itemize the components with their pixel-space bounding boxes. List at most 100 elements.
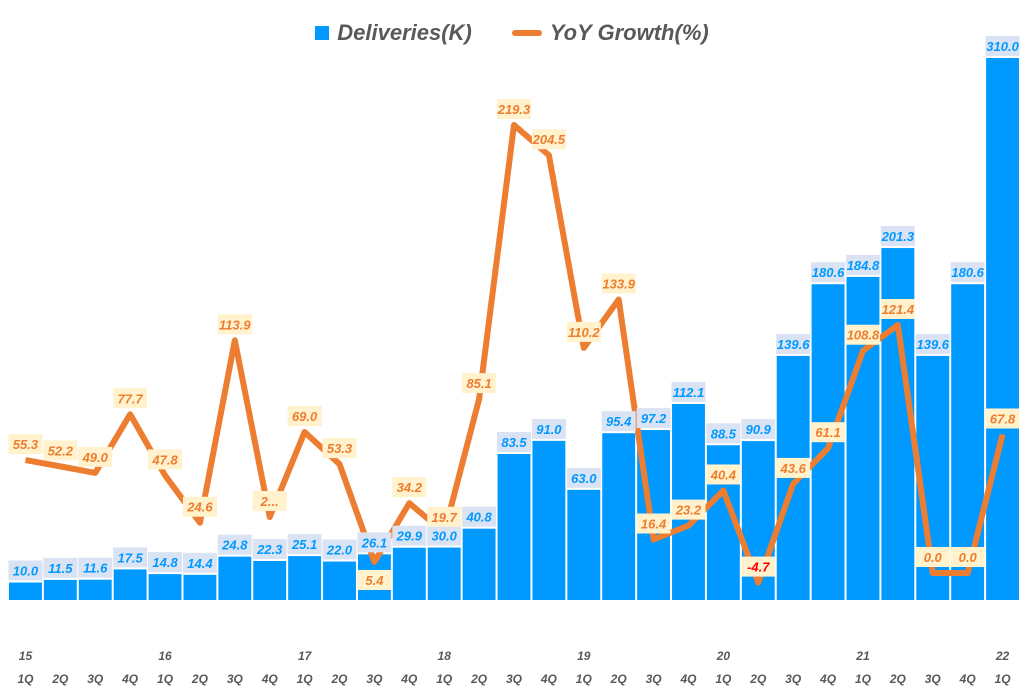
bar-label: 139.6 xyxy=(777,337,810,352)
bar-label: 11.6 xyxy=(83,561,108,576)
legend-bar-swatch xyxy=(315,26,330,40)
growth-label: 19.7 xyxy=(432,510,458,525)
bar-label: 310.0 xyxy=(986,39,1019,54)
bar-label-bg xyxy=(776,333,811,354)
x-tick-label: 2Q xyxy=(889,672,907,686)
growth-label: 69.0 xyxy=(292,409,318,424)
growth-label: 61.1 xyxy=(815,425,840,440)
growth-label: -4.7 xyxy=(747,560,770,575)
legend: Deliveries(K) YoY Growth(%) xyxy=(0,20,1024,46)
bar-label-bg xyxy=(915,333,950,354)
growth-label: 55.3 xyxy=(13,437,39,452)
x-year-label: 15 xyxy=(19,649,33,663)
bar-label-bg xyxy=(601,411,636,432)
bar-label: 180.6 xyxy=(812,265,845,280)
growth-label: 0.0 xyxy=(959,550,978,565)
growth-label-bg xyxy=(811,422,846,443)
bar-label-bg xyxy=(845,254,880,275)
x-tick-label: 3Q xyxy=(506,672,523,686)
bar-label-bg xyxy=(78,557,113,578)
growth-label: 0.0 xyxy=(924,550,943,565)
bar-label-bg xyxy=(566,467,601,488)
bar-label-bg xyxy=(43,557,78,578)
bar-label: 180.6 xyxy=(951,265,984,280)
x-tick-label: 1Q xyxy=(436,672,453,686)
bar-label: 14.4 xyxy=(187,556,213,571)
bar xyxy=(113,569,147,600)
growth-label-bg xyxy=(113,388,148,409)
bar-label-bg xyxy=(217,534,252,555)
bar-label-bg xyxy=(811,262,846,283)
bar-label-bg xyxy=(322,539,357,560)
growth-label-bg xyxy=(182,496,217,517)
bar-label-bg xyxy=(148,552,183,573)
x-tick-label: 2Q xyxy=(191,672,209,686)
growth-label: 85.1 xyxy=(466,376,491,391)
x-tick-label: 4Q xyxy=(679,672,697,686)
growth-label: 219.3 xyxy=(497,102,531,117)
legend-growth: YoY Growth(%) xyxy=(511,20,709,46)
x-tick-label: 2Q xyxy=(749,672,767,686)
bar-label: 22.0 xyxy=(326,543,353,558)
bar xyxy=(462,528,496,600)
legend-growth-label: YoY Growth(%) xyxy=(549,20,709,45)
growth-label-bg xyxy=(322,438,357,459)
bar xyxy=(253,561,287,600)
bar xyxy=(9,582,42,600)
growth-label: 67.8 xyxy=(990,411,1016,426)
bar xyxy=(427,547,461,600)
bar-label-bg xyxy=(741,419,776,440)
growth-label-bg xyxy=(671,499,706,520)
x-year-label: 19 xyxy=(577,649,591,663)
x-tick-label: 2Q xyxy=(610,672,628,686)
bar-label-bg xyxy=(252,539,287,560)
growth-label: 108.8 xyxy=(847,328,880,343)
bar xyxy=(602,433,636,600)
bar-label-bg xyxy=(182,552,217,573)
growth-label: 113.9 xyxy=(219,317,251,332)
bar-label-bg xyxy=(8,560,43,581)
growth-label-bg xyxy=(497,99,531,119)
bar-label: 26.1 xyxy=(361,535,387,550)
bar-label-bg xyxy=(287,534,322,555)
bar-label-bg xyxy=(427,525,462,546)
bar-label: 10.0 xyxy=(13,564,39,579)
bar xyxy=(288,556,322,600)
bar-label: 40.8 xyxy=(465,510,492,525)
growth-label: 110.2 xyxy=(568,325,600,340)
bar-label: 91.0 xyxy=(536,422,562,437)
x-tick-label: 4Q xyxy=(959,672,977,686)
x-year-label: 17 xyxy=(298,649,313,663)
growth-label-bg xyxy=(217,314,252,335)
bar-label: 29.9 xyxy=(396,529,423,544)
growth-label: 49.0 xyxy=(82,450,109,465)
x-tick-label: 1Q xyxy=(715,672,732,686)
growth-label: 5.4 xyxy=(365,573,384,588)
growth-label-bg xyxy=(427,506,462,527)
x-tick-label: 2Q xyxy=(470,672,488,686)
bar-label: 83.5 xyxy=(501,435,527,450)
growth-label-bg xyxy=(462,373,497,394)
x-tick-label: 3Q xyxy=(785,672,802,686)
bar-label-bg xyxy=(950,262,985,283)
x-year-label: 18 xyxy=(438,649,452,663)
bar-label: 112.1 xyxy=(673,385,705,400)
bar xyxy=(148,574,182,600)
growth-label-bg xyxy=(915,547,950,567)
growth-label-bg xyxy=(392,477,427,498)
legend-deliveries-label: Deliveries(K) xyxy=(337,20,472,45)
growth-label-bg xyxy=(531,129,566,150)
x-tick-label: 1Q xyxy=(157,672,174,686)
growth-label: 2... xyxy=(260,494,279,509)
x-tick-label: 1Q xyxy=(297,672,314,686)
bar-label-bg xyxy=(497,432,531,453)
growth-label: 53.3 xyxy=(327,441,353,456)
growth-label-bg xyxy=(636,513,671,534)
bar xyxy=(78,579,112,600)
x-tick-label: 3Q xyxy=(366,672,383,686)
bar-label: 97.2 xyxy=(641,411,667,426)
bar-label-bg xyxy=(392,525,427,546)
bar-label: 63.0 xyxy=(571,471,597,486)
bar-label-bg xyxy=(985,36,1020,56)
